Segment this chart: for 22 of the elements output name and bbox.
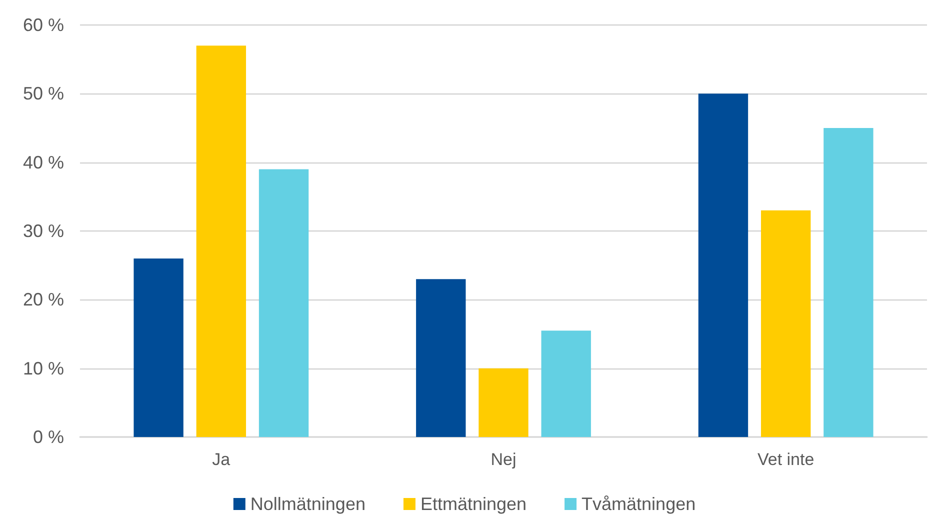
legend-label: Ettmätningen bbox=[420, 494, 527, 514]
y-tick-label: 0 % bbox=[32, 427, 64, 447]
y-tick-label: 20 % bbox=[22, 290, 64, 310]
y-tick-label: 10 % bbox=[22, 358, 64, 378]
legend-label: Tvåmätningen bbox=[582, 494, 696, 514]
bar bbox=[541, 330, 591, 437]
y-tick-label: 30 % bbox=[22, 221, 64, 241]
bar bbox=[478, 368, 528, 437]
y-tick-label: 50 % bbox=[22, 84, 64, 104]
bar bbox=[134, 258, 184, 437]
bar bbox=[416, 279, 466, 437]
x-tick-label: Vet inte bbox=[757, 450, 814, 469]
x-tick-label: Nej bbox=[490, 450, 516, 469]
bar bbox=[258, 169, 309, 437]
x-tick-label: Ja bbox=[212, 450, 231, 469]
bar bbox=[760, 210, 811, 437]
legend-label: Nollmätningen bbox=[250, 494, 366, 514]
y-tick-label: 40 % bbox=[22, 152, 64, 172]
y-tick-label: 60 % bbox=[22, 15, 64, 35]
bar bbox=[698, 94, 748, 437]
bar bbox=[196, 46, 246, 437]
bar bbox=[824, 128, 874, 437]
